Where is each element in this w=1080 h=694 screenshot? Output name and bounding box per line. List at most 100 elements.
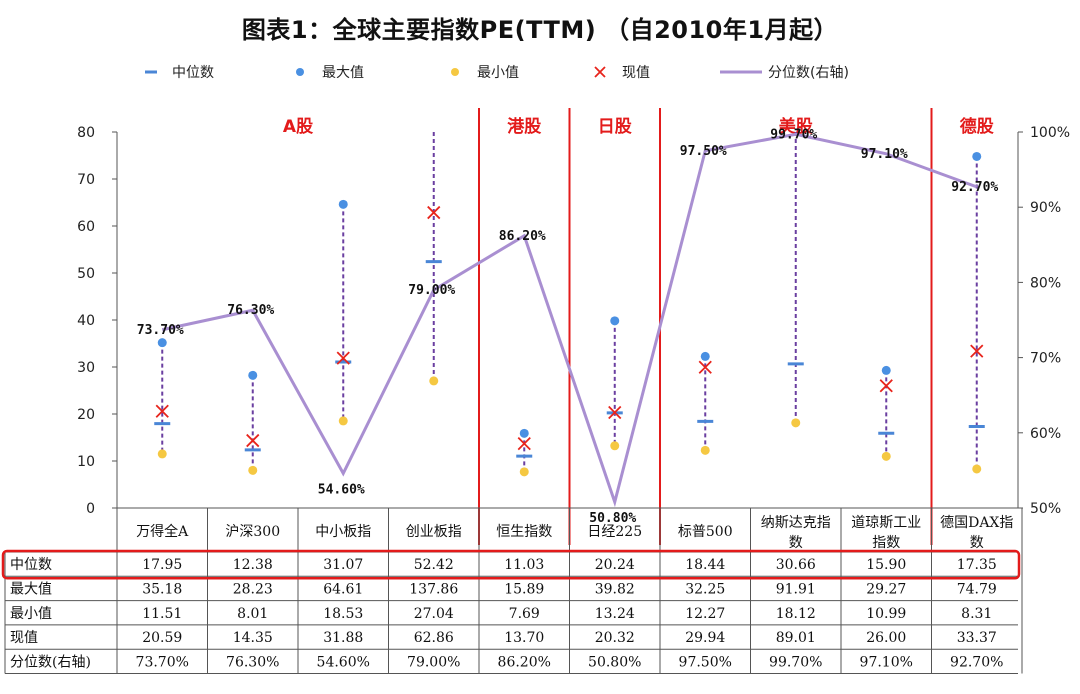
region-label: 日股 <box>598 117 632 137</box>
table-cell: 39.82 <box>595 581 635 597</box>
category-label: 数 <box>789 535 803 551</box>
y-left-tick-label: 20 <box>77 407 95 423</box>
current-point <box>427 205 441 220</box>
y-left-tick-label: 80 <box>77 125 95 141</box>
percentile-label: 92.70% <box>951 180 998 195</box>
legend-max-marker <box>296 68 304 76</box>
table-cell: 27.04 <box>414 606 454 622</box>
current-point <box>879 379 893 393</box>
percentile-label: 86.20% <box>499 229 546 244</box>
percentile-label: 76.30% <box>227 303 274 318</box>
table-cell: 12.27 <box>685 606 725 622</box>
table-cell: 79.00% <box>407 654 460 670</box>
table-row-label: 分位数(右轴) <box>10 654 91 670</box>
legend-label: 现值 <box>622 65 650 81</box>
y-left-tick-label: 40 <box>77 313 95 329</box>
table-cell: 17.35 <box>957 557 997 573</box>
table-cell: 13.70 <box>504 630 544 646</box>
max-point <box>519 428 529 438</box>
min-point <box>791 418 801 428</box>
max-point <box>972 151 982 161</box>
y-left-tick-label: 0 <box>86 501 95 517</box>
percentile-label: 54.60% <box>318 482 365 497</box>
table-cell: 76.30% <box>226 654 279 670</box>
percentile-label: 97.50% <box>680 144 727 159</box>
table-cell: 20.24 <box>595 557 635 573</box>
legend-label: 中位数 <box>172 65 214 81</box>
table-cell: 64.61 <box>323 581 363 597</box>
category-label: 标普500 <box>678 524 733 540</box>
table-cell: 18.53 <box>323 606 363 622</box>
table-cell: 29.27 <box>866 581 906 597</box>
table-cell: 18.12 <box>776 606 816 622</box>
table-cell: 29.94 <box>685 630 725 646</box>
min-point <box>881 451 891 461</box>
table-cell: 54.60% <box>317 654 370 670</box>
category-label: 恒生指数 <box>496 524 552 540</box>
current-point <box>970 344 984 358</box>
table-cell: 26.00 <box>866 630 906 646</box>
table-cell: 86.20% <box>498 654 551 670</box>
percentile-label: 99.70% <box>770 127 817 142</box>
max-point <box>157 338 167 348</box>
table-cell: 89.01 <box>776 630 816 646</box>
table-cell: 32.25 <box>685 581 725 597</box>
table-cell: 8.31 <box>961 606 992 622</box>
table-cell: 92.70% <box>950 654 1003 670</box>
y-left-tick-label: 30 <box>77 360 95 376</box>
legend-min-marker <box>451 68 459 76</box>
min-point <box>429 376 439 386</box>
region-label: 德股 <box>960 116 994 137</box>
table-cell: 30.66 <box>776 557 816 573</box>
percentile-label: 50.80% <box>589 511 636 526</box>
current-point <box>517 436 531 451</box>
y-right-tick-label: 80% <box>1030 275 1061 291</box>
current-point <box>246 433 260 448</box>
percentile-label: 73.70% <box>137 323 184 338</box>
current-point <box>698 360 712 374</box>
chart-title: 图表1：全球主要指数PE(TTM) （自2010年1月起） <box>241 16 839 44</box>
table-cell: 28.23 <box>233 581 273 597</box>
min-point <box>610 441 620 451</box>
max-point <box>338 199 348 209</box>
highlight-box <box>1 549 1021 580</box>
category-label: 日经225 <box>587 524 642 540</box>
region-label: 美股 <box>779 116 813 137</box>
table-cell: 11.51 <box>142 606 182 622</box>
table-cell: 15.89 <box>504 581 544 597</box>
region-label: A股 <box>283 117 313 137</box>
table-cell: 52.42 <box>414 557 454 573</box>
category-label: 纳斯达克指 <box>761 515 831 531</box>
y-left-tick-label: 50 <box>77 266 95 282</box>
legend-label: 最大值 <box>322 65 364 81</box>
category-label: 指数 <box>872 535 900 551</box>
current-point <box>155 404 169 418</box>
table-row-label: 中位数 <box>10 557 52 573</box>
region-label: 港股 <box>507 116 541 137</box>
table-row-label: 最大值 <box>10 581 52 597</box>
table-cell: 99.70% <box>769 654 822 670</box>
table-cell: 14.35 <box>233 630 273 646</box>
legend-label: 最小值 <box>477 65 519 81</box>
category-label: 德国DAX指 <box>940 515 1013 531</box>
table-cell: 17.95 <box>142 557 182 573</box>
legend-current-marker <box>594 66 606 78</box>
table-cell: 50.80% <box>588 654 641 670</box>
table-cell: 74.79 <box>957 581 997 597</box>
legend-label: 分位数(右轴) <box>768 65 849 81</box>
y-right-tick-label: 70% <box>1030 351 1061 367</box>
y-left-tick-label: 70 <box>77 172 95 188</box>
table-cell: 13.24 <box>595 606 635 622</box>
table-cell: 33.37 <box>957 630 997 646</box>
table-cell: 10.99 <box>866 606 906 622</box>
table-cell: 31.88 <box>323 630 363 646</box>
y-right-tick-label: 90% <box>1030 200 1061 216</box>
table-cell: 12.38 <box>233 557 273 573</box>
table-cell: 97.10% <box>860 654 913 670</box>
table-cell: 18.44 <box>685 557 725 573</box>
table-cell: 31.07 <box>323 557 363 573</box>
category-label: 沪深300 <box>225 524 280 540</box>
percentile-label: 97.10% <box>861 147 908 162</box>
table-row-label: 最小值 <box>10 606 52 622</box>
